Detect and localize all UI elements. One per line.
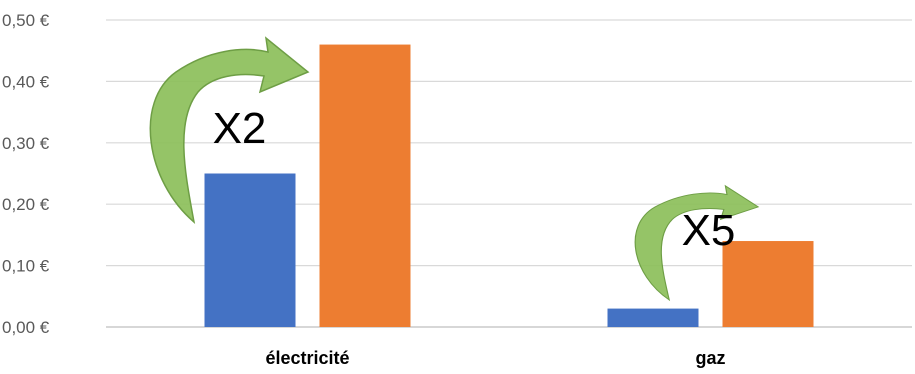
x-tick-label: gaz (695, 348, 725, 368)
bar (722, 241, 814, 327)
multiplier-label: X5 (682, 206, 736, 255)
y-tick-label: 0,50 € (2, 11, 50, 30)
bars (204, 44, 814, 328)
y-axis-ticks: 0,00 € 0,10 € 0,20 € 0,30 € 0,40 € 0,50 € (2, 11, 50, 337)
y-tick-label: 0,40 € (2, 72, 50, 91)
x-tick-label: électricité (265, 348, 349, 368)
growth-arrows (149, 36, 760, 302)
bar (319, 44, 411, 328)
multiplier-label: X2 (213, 104, 267, 153)
multiplier-labels: X2 X5 (213, 104, 736, 255)
curved-arrow-icon (149, 36, 310, 224)
y-tick-label: 0,10 € (2, 257, 50, 276)
curved-arrow-icon (634, 184, 760, 302)
y-tick-label: 0,20 € (2, 195, 50, 214)
x-axis-labels: électricité gaz (265, 348, 725, 368)
bar (607, 308, 699, 327)
y-tick-label: 0,30 € (2, 134, 50, 153)
bar (204, 173, 296, 327)
y-tick-label: 0,00 € (2, 318, 50, 337)
